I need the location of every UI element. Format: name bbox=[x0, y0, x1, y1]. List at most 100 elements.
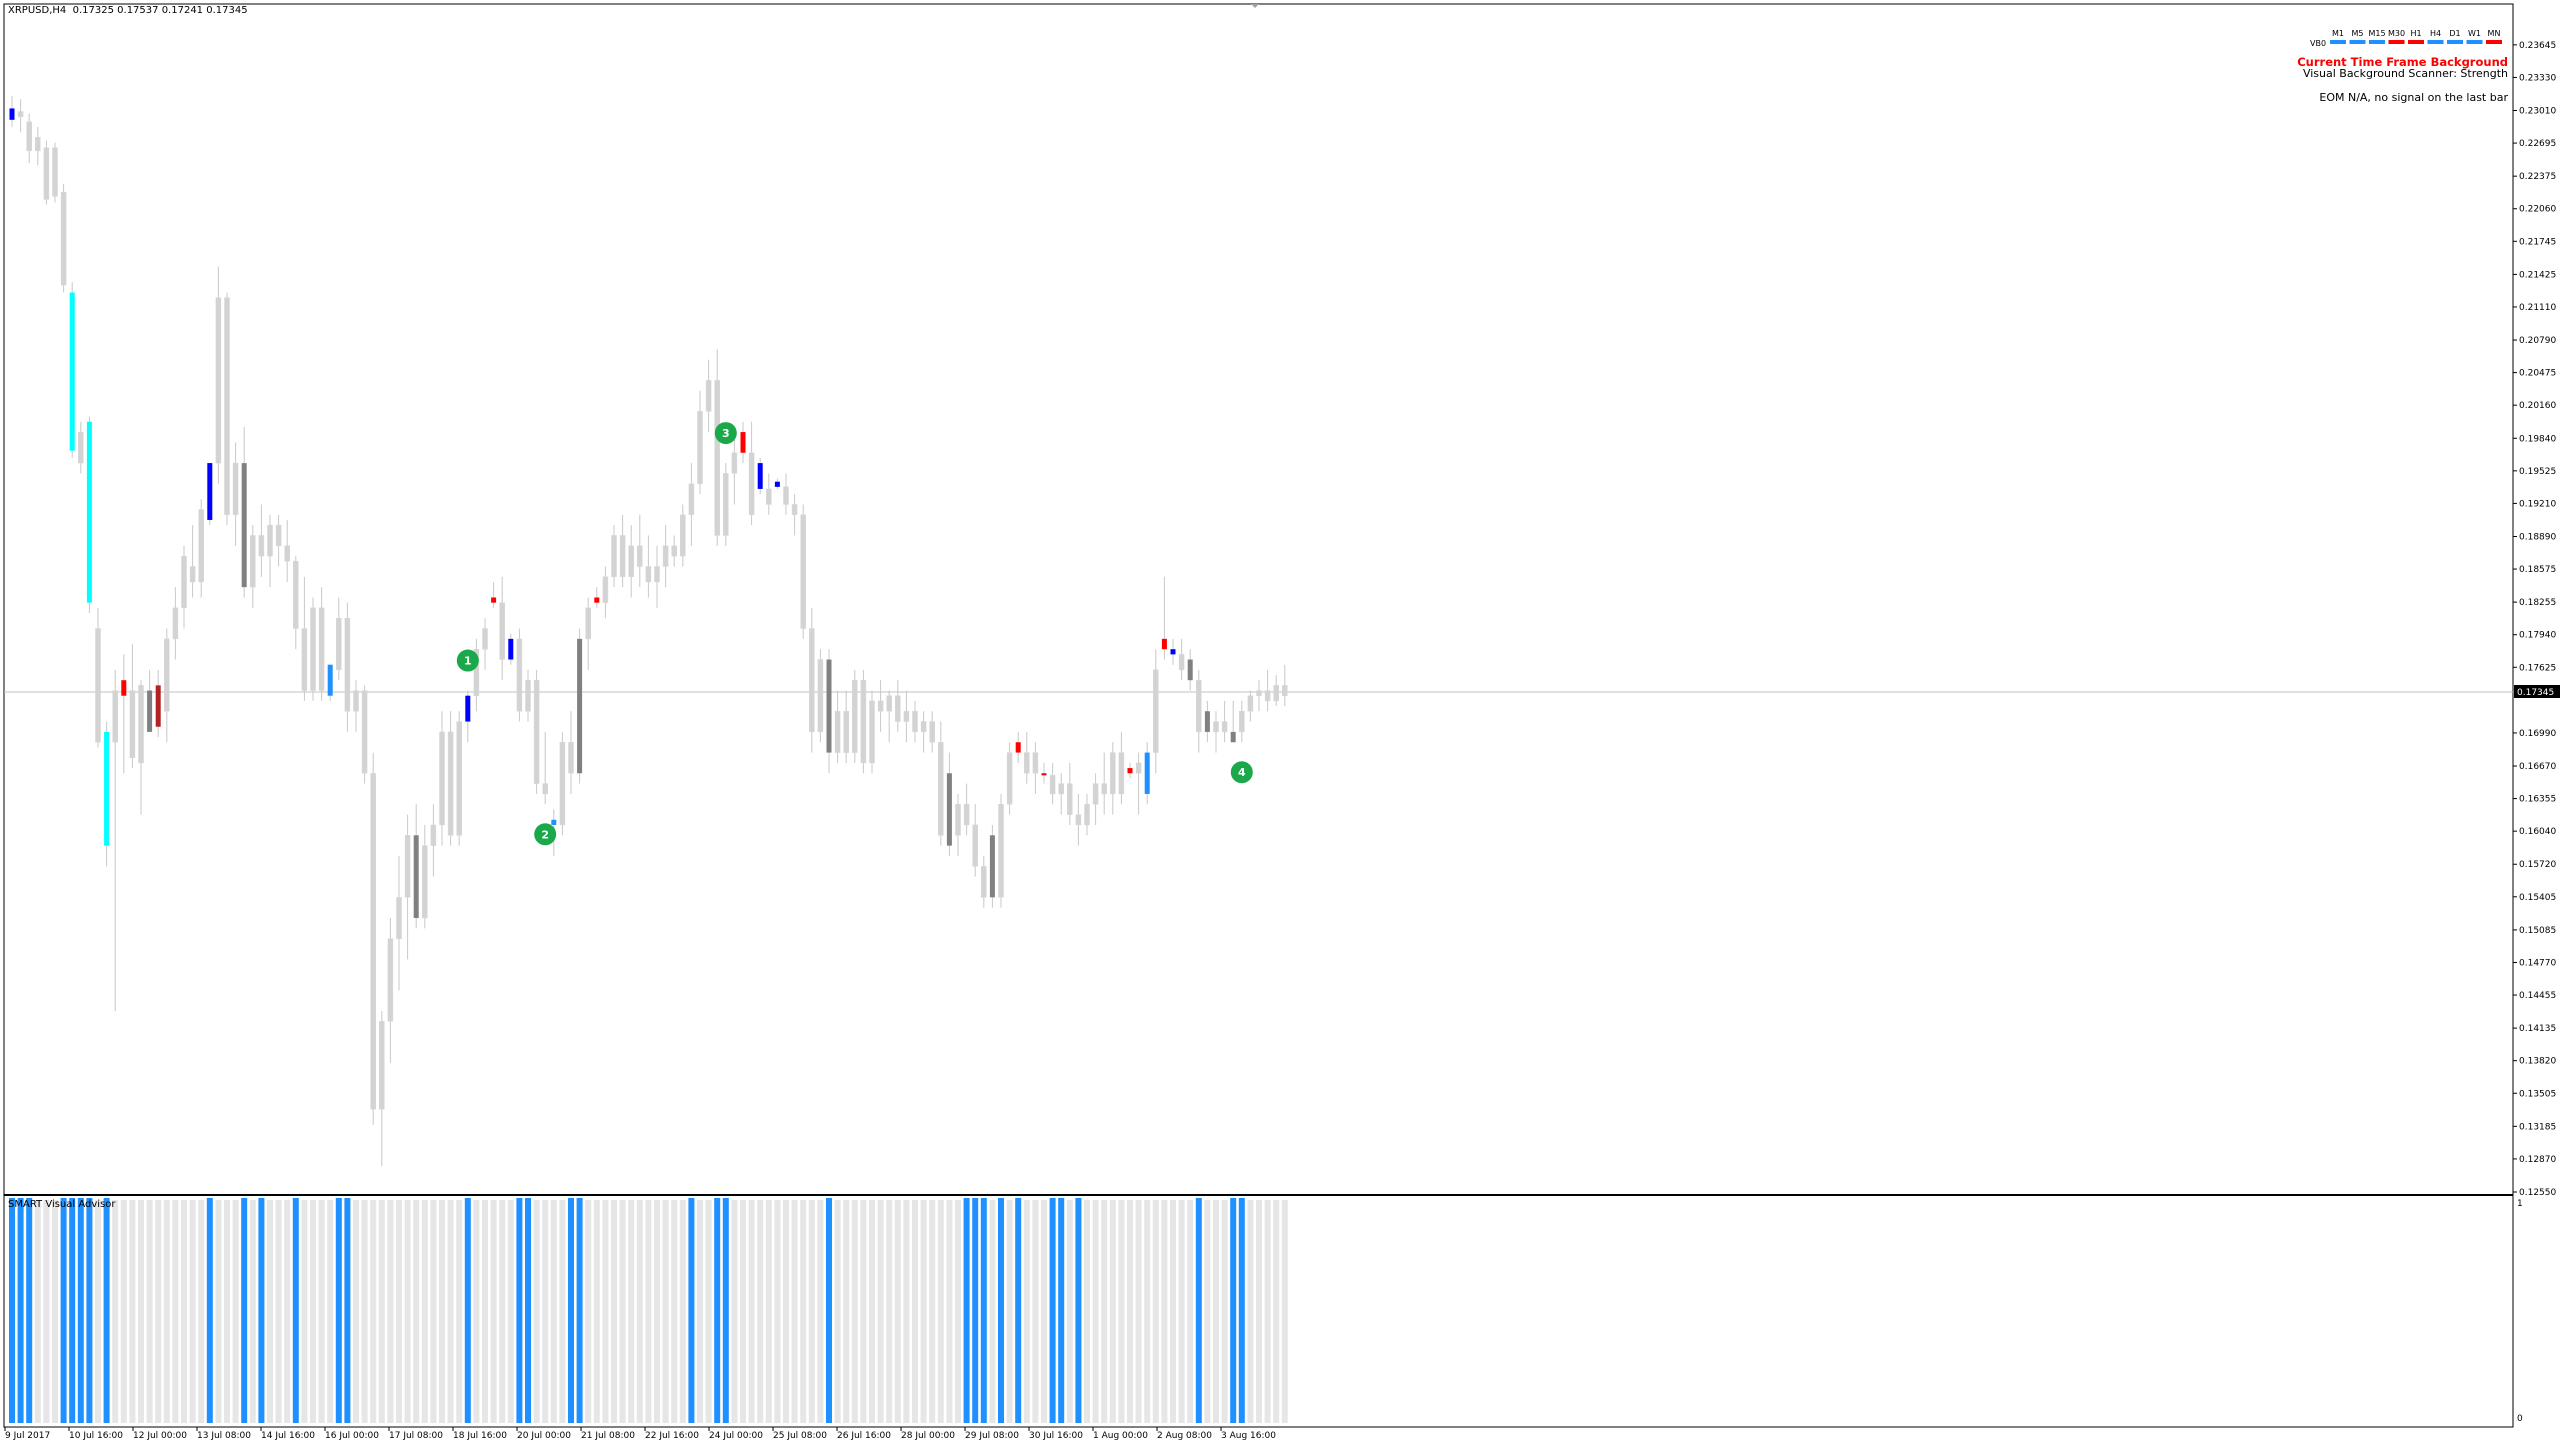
histogram-bar bbox=[774, 1200, 781, 1423]
candle-body bbox=[577, 638, 583, 774]
price-label: 0.19840 bbox=[2519, 434, 2556, 444]
histogram-bar-active bbox=[1238, 1198, 1245, 1423]
signal-marker-1[interactable] bbox=[456, 649, 479, 672]
candle-body bbox=[198, 509, 204, 583]
candle-body bbox=[422, 845, 428, 919]
signal-marker-2[interactable] bbox=[534, 823, 557, 846]
histogram-bar bbox=[155, 1200, 162, 1423]
candle-body bbox=[1204, 711, 1210, 732]
candle-body bbox=[1230, 731, 1236, 743]
histogram-bar bbox=[1187, 1200, 1194, 1423]
candle-body bbox=[344, 617, 351, 712]
candle-body bbox=[791, 504, 798, 516]
histogram-bar bbox=[886, 1200, 893, 1423]
candle-body bbox=[26, 121, 32, 152]
histogram-bar bbox=[1273, 1200, 1280, 1423]
signal-marker-4[interactable] bbox=[1230, 761, 1253, 784]
candle-body bbox=[1110, 752, 1116, 795]
histogram-bar bbox=[181, 1200, 187, 1423]
histogram-bar bbox=[1256, 1200, 1262, 1423]
candle-body bbox=[740, 432, 746, 453]
histogram-bar bbox=[284, 1200, 291, 1423]
candle-body bbox=[585, 607, 591, 640]
histogram-bar bbox=[765, 1200, 772, 1423]
histogram-bar bbox=[585, 1200, 592, 1423]
histogram-bar-active bbox=[344, 1198, 351, 1423]
candle-body bbox=[1032, 752, 1039, 774]
time-label: 28 Jul 00:00 bbox=[901, 1431, 955, 1441]
candle-body bbox=[491, 597, 497, 603]
panel-title: Current Time Frame Background bbox=[2297, 55, 2508, 69]
price-label: 0.15085 bbox=[2519, 926, 2556, 936]
histogram-bar bbox=[955, 1200, 961, 1423]
candle-body bbox=[1058, 783, 1064, 795]
candle-body bbox=[1127, 768, 1133, 774]
candle-body bbox=[748, 452, 755, 516]
histogram-bar bbox=[482, 1200, 488, 1423]
candle-body bbox=[1092, 783, 1099, 805]
histogram-bar bbox=[1092, 1200, 1099, 1423]
candle-body bbox=[181, 555, 187, 609]
histogram-bar bbox=[198, 1200, 205, 1423]
histogram-bar bbox=[1264, 1200, 1271, 1423]
candle-body bbox=[1247, 695, 1254, 712]
histogram-bar bbox=[628, 1200, 635, 1423]
histogram-bar bbox=[1066, 1200, 1073, 1423]
candle-body bbox=[413, 835, 419, 919]
histogram-bar-active bbox=[963, 1198, 970, 1423]
histogram-bar bbox=[860, 1200, 867, 1423]
histogram-bar-active bbox=[77, 1198, 84, 1423]
candle-body bbox=[1067, 783, 1073, 815]
candle-body bbox=[155, 685, 161, 727]
signal-marker-3[interactable] bbox=[714, 422, 737, 445]
price-label: 0.21425 bbox=[2519, 270, 2556, 280]
symbol-header: XRPUSD,H4 0.17325 0.17537 0.17241 0.1734… bbox=[8, 5, 248, 16]
subwindow-min-label: 0 bbox=[2517, 1414, 2523, 1424]
candle-body bbox=[1084, 804, 1090, 826]
histogram-bar bbox=[1152, 1200, 1159, 1423]
histogram-bar bbox=[611, 1200, 617, 1423]
candle-body bbox=[69, 292, 75, 451]
candle-body bbox=[619, 535, 626, 578]
candle-body bbox=[834, 710, 841, 753]
histogram-bar bbox=[361, 1200, 368, 1423]
candle-body bbox=[559, 741, 566, 826]
histogram-bar bbox=[869, 1200, 875, 1423]
chart-shift-icon[interactable] bbox=[1251, 4, 1259, 8]
candle-body bbox=[396, 897, 402, 939]
price-label: 0.20790 bbox=[2519, 336, 2556, 346]
candle-body bbox=[946, 773, 952, 846]
histogram-bar bbox=[851, 1200, 858, 1423]
time-label: 25 Jul 08:00 bbox=[773, 1431, 827, 1441]
signal-marker-label: 2 bbox=[541, 828, 549, 841]
candle-body bbox=[929, 721, 935, 743]
price-label: 0.13820 bbox=[2519, 1057, 2556, 1067]
histogram-bar bbox=[163, 1200, 170, 1423]
histogram-bar bbox=[877, 1200, 884, 1423]
histogram-bar-active bbox=[335, 1198, 342, 1423]
histogram-bar bbox=[800, 1200, 807, 1423]
signal-markers: 1 2 3 4 bbox=[456, 422, 1253, 846]
candle-body bbox=[1187, 659, 1193, 681]
candle-body bbox=[955, 804, 961, 836]
histogram-bar-active bbox=[722, 1198, 729, 1423]
candle-body bbox=[78, 431, 84, 464]
candle-body bbox=[370, 773, 376, 1110]
histogram-bar bbox=[146, 1200, 153, 1423]
price-label: 0.12870 bbox=[2519, 1155, 2556, 1165]
histogram-bar bbox=[267, 1200, 273, 1423]
histogram-bar-active bbox=[826, 1198, 832, 1423]
current-price-tag bbox=[2514, 685, 2560, 698]
candle-body bbox=[189, 566, 196, 583]
candle-body bbox=[293, 561, 299, 629]
histogram-bar bbox=[318, 1200, 325, 1423]
ohlc-quotes: 0.17325 0.17537 0.17241 0.17345 bbox=[72, 5, 248, 16]
candle-body bbox=[533, 679, 540, 784]
histogram-bar bbox=[894, 1200, 901, 1423]
subwindow-label: SMART Visual Advisor bbox=[8, 1199, 116, 1210]
candle-body bbox=[336, 617, 342, 671]
candle-body bbox=[404, 835, 411, 898]
histogram-bar bbox=[542, 1200, 549, 1423]
